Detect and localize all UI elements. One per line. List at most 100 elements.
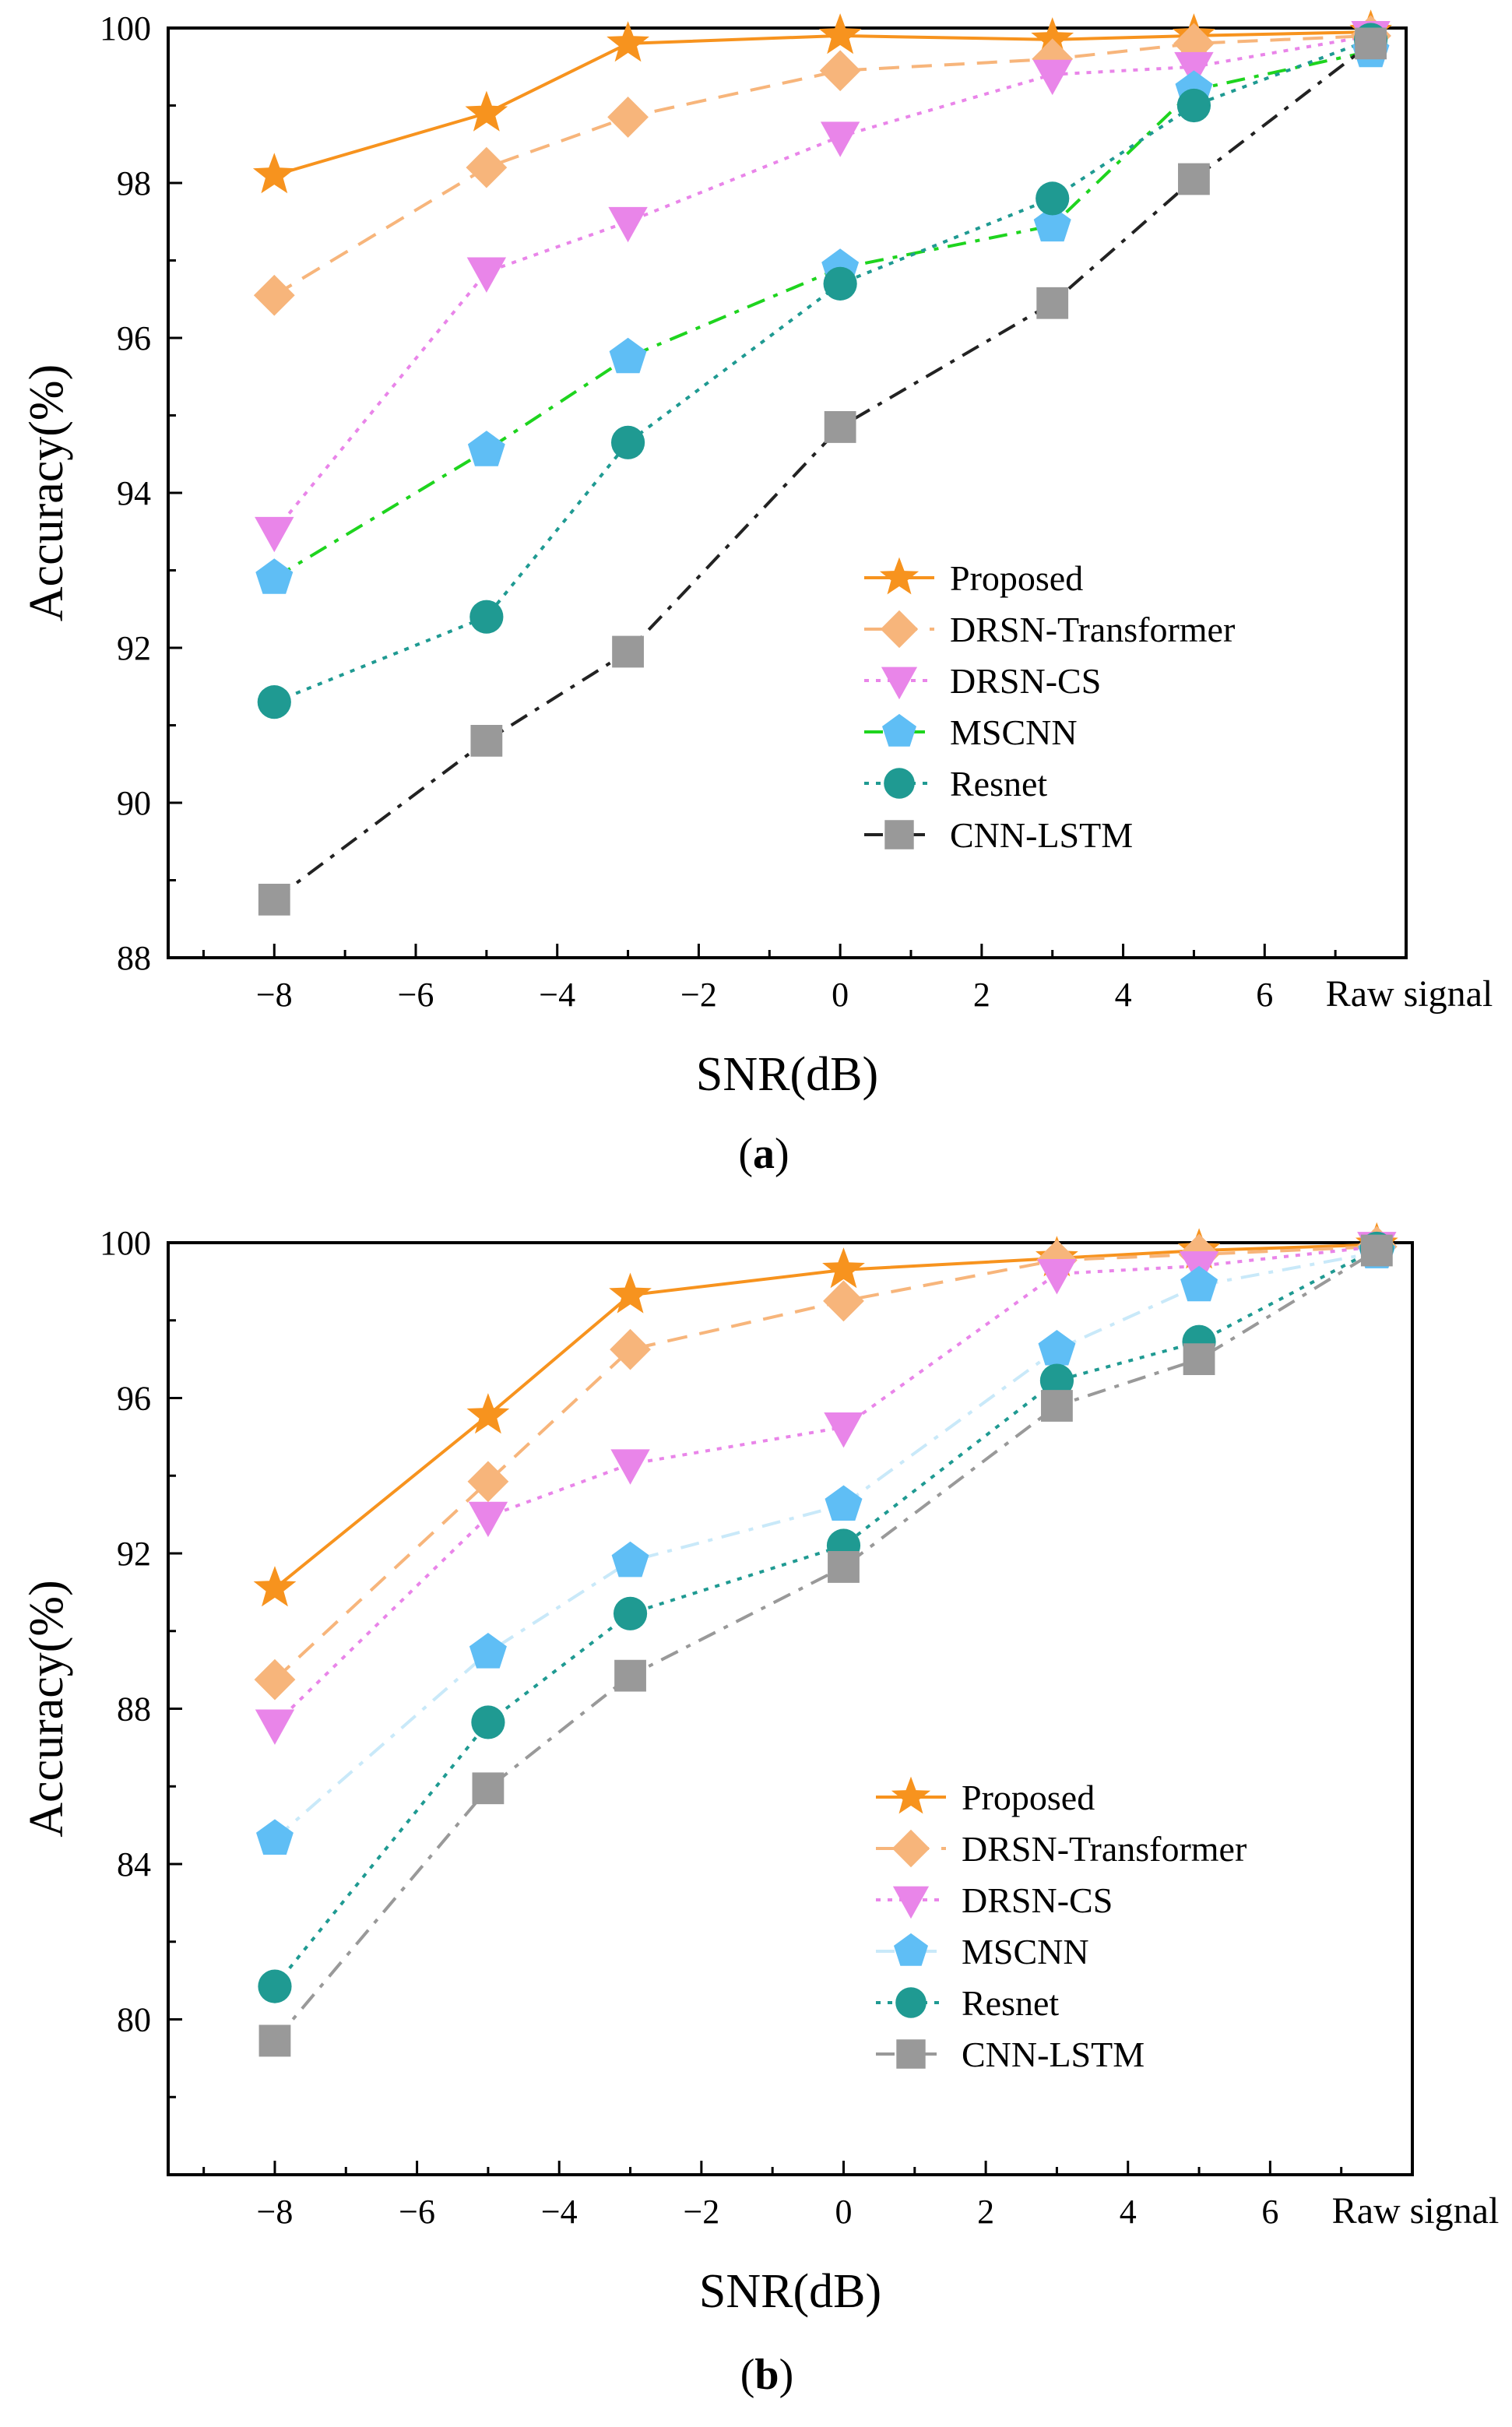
data-point-cnn-lstm — [258, 2024, 291, 2057]
data-point-resnet — [1176, 88, 1211, 123]
x-tick-label: 0 — [832, 976, 849, 1014]
legend-marker — [884, 768, 915, 799]
data-point-drsn-transformer — [607, 97, 649, 138]
x-tick-label: −8 — [257, 2193, 294, 2231]
y-tick-label: 80 — [117, 2001, 151, 2039]
legend-label: MSCNN — [950, 712, 1078, 752]
data-point-resnet — [469, 600, 504, 634]
data-point-mscnn — [467, 431, 505, 466]
data-point-cnn-lstm — [1183, 1343, 1215, 1376]
data-point-proposed — [465, 90, 508, 132]
legend-label: DRSN-CS — [950, 661, 1101, 701]
x-tick-label: −8 — [256, 976, 293, 1014]
legend-label: Proposed — [950, 558, 1083, 598]
legend-label: CNN-LSTM — [962, 2035, 1145, 2074]
data-point-proposed — [822, 1247, 865, 1289]
data-point-cnn-lstm — [1360, 1234, 1393, 1267]
x-tick-label: 6 — [1256, 976, 1273, 1014]
data-point-drsn-cs — [255, 516, 294, 553]
legend-marker — [891, 1776, 931, 1814]
data-point-proposed — [607, 21, 649, 62]
data-point-drsn-transformer — [610, 1328, 651, 1370]
data-point-drsn-transformer — [819, 50, 861, 92]
y-tick-label: 88 — [117, 939, 151, 977]
data-point-drsn-cs — [1037, 1259, 1077, 1295]
data-point-mscnn — [1180, 1265, 1218, 1302]
legend-label: MSCNN — [962, 1932, 1089, 1971]
data-point-mscnn — [256, 1819, 294, 1855]
legend-label: DRSN-CS — [962, 1880, 1113, 1920]
data-point-drsn-transformer — [1173, 23, 1215, 65]
chart-panel-a: −8 −6 −4 −2 0 2 4 6 Raw signal 88 90 92 94 96 98 100 SNR… — [20, 9, 1493, 1178]
data-point-cnn-lstm — [472, 1772, 505, 1805]
data-point-drsn-transformer — [253, 274, 295, 316]
x-axis-title: SNR(dB) — [699, 2265, 881, 2318]
series-line-mscnn — [273, 49, 1372, 580]
data-point-resnet — [471, 1705, 505, 1739]
legend-marker — [894, 1933, 928, 1966]
data-point-drsn-cs — [1032, 59, 1072, 96]
y-tick-label: 100 — [100, 1224, 151, 1262]
data-point-mscnn — [825, 1485, 863, 1521]
x-tick-label: 0 — [835, 2193, 852, 2231]
x-tick-label: −2 — [680, 976, 717, 1014]
legend-marker — [884, 820, 914, 849]
data-point-drsn-transformer — [467, 1461, 509, 1503]
data-point-cnn-lstm — [1355, 27, 1387, 60]
data-point-drsn-cs — [1174, 51, 1214, 88]
x-tick-label: 2 — [973, 976, 990, 1014]
x-tick-label: −6 — [399, 2193, 435, 2231]
data-point-cnn-lstm — [258, 883, 290, 916]
legend-marker — [895, 1987, 927, 2018]
x-tick-label: 2 — [977, 2193, 994, 2231]
data-point-cnn-lstm — [614, 1659, 646, 1692]
data-point-mscnn — [1033, 206, 1071, 242]
y-tick-label: 92 — [117, 629, 151, 667]
data-point-cnn-lstm — [828, 1551, 860, 1583]
data-point-drsn-cs — [820, 121, 860, 157]
x-tick-label: −4 — [541, 2193, 578, 2231]
x-tick-label: 6 — [1261, 2193, 1278, 2231]
data-point-drsn-transformer — [466, 146, 508, 188]
legend-label: Resnet — [950, 764, 1047, 804]
x-raw-signal-label: Raw signal — [1326, 973, 1493, 1015]
y-tick-label: 100 — [100, 9, 151, 47]
data-point-proposed — [1031, 17, 1074, 58]
y-tick-label: 94 — [117, 474, 151, 512]
legend-marker — [880, 610, 919, 649]
data-point-drsn-transformer — [823, 1280, 864, 1322]
data-point-resnet — [1036, 181, 1070, 216]
data-point-mscnn — [609, 337, 647, 374]
x-tick-label: 4 — [1115, 976, 1132, 1014]
data-point-mscnn — [611, 1541, 649, 1578]
data-point-drsn-cs — [610, 1449, 650, 1485]
data-point-resnet — [613, 1596, 648, 1630]
data-point-mscnn — [469, 1633, 507, 1669]
data-point-proposed — [466, 1393, 510, 1434]
y-tick-label: 84 — [117, 1845, 151, 1884]
y-axis-title: Accuracy(%) — [20, 1580, 73, 1837]
data-point-cnn-lstm — [612, 635, 644, 668]
data-point-drsn-cs — [255, 1709, 295, 1745]
data-point-mscnn — [1038, 1330, 1076, 1366]
x-tick-label: −2 — [683, 2193, 719, 2231]
data-point-cnn-lstm — [824, 411, 856, 443]
y-tick-label: 98 — [117, 164, 151, 202]
data-point-drsn-cs — [466, 257, 507, 293]
data-point-cnn-lstm — [1041, 1390, 1073, 1422]
x-raw-signal-label: Raw signal — [1332, 2190, 1500, 2232]
data-point-proposed — [252, 153, 296, 194]
series-line-drsn-transformer — [273, 1245, 1377, 1681]
data-point-drsn-transformer — [254, 1658, 296, 1701]
data-point-resnet — [823, 266, 857, 301]
x-tick-label: −6 — [398, 976, 434, 1014]
y-tick-label: 96 — [117, 319, 151, 357]
legend-marker — [891, 1829, 930, 1868]
data-point-resnet — [610, 425, 645, 459]
y-tick-label: 88 — [117, 1690, 151, 1729]
data-point-resnet — [1039, 1363, 1074, 1398]
plot-frame — [167, 26, 1408, 959]
plot-frame — [167, 1241, 1414, 2176]
legend-label: DRSN-Transformer — [962, 1829, 1247, 1869]
